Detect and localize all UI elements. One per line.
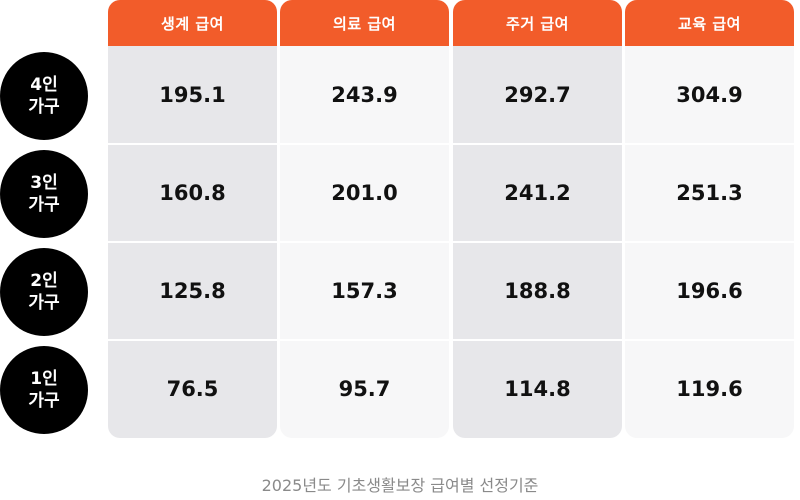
column-header: 교육 급여 <box>625 0 794 46</box>
table-cell: 95.7 <box>338 377 391 401</box>
row-label-2-person: 2인 가구 <box>0 248 88 336</box>
row-divider <box>108 143 794 145</box>
table-cell: 304.9 <box>676 83 743 107</box>
column-livelihood-benefit: 생계 급여 195.1 160.8 125.8 76.5 <box>108 0 277 438</box>
column-housing-benefit: 주거 급여 292.7 241.2 188.8 114.8 <box>453 0 622 438</box>
table-cell: 196.6 <box>676 279 743 303</box>
table-cell: 241.2 <box>504 181 571 205</box>
table-caption: 2025년도 기초생활보장 급여별 선정기준 <box>261 476 539 495</box>
row-label-1-person: 1인 가구 <box>0 346 88 434</box>
table-cell: 292.7 <box>504 83 571 107</box>
table-cell: 119.6 <box>676 377 743 401</box>
column-medical-benefit: 의료 급여 243.9 201.0 157.3 95.7 <box>280 0 449 438</box>
table-cell: 201.0 <box>331 181 398 205</box>
column-header: 생계 급여 <box>108 0 277 46</box>
table-cell: 188.8 <box>504 279 571 303</box>
table-cell: 76.5 <box>166 377 219 401</box>
table-cell: 243.9 <box>331 83 398 107</box>
row-divider <box>108 339 794 341</box>
row-label-4-person: 4인 가구 <box>0 52 88 140</box>
table-cell: 251.3 <box>676 181 743 205</box>
row-divider <box>108 241 794 243</box>
row-label-count: 2인 <box>30 271 58 291</box>
row-label-count: 1인 <box>30 369 58 389</box>
table-cell: 195.1 <box>159 83 226 107</box>
table-cell: 125.8 <box>159 279 226 303</box>
row-label-unit: 가구 <box>28 97 60 117</box>
row-label-unit: 가구 <box>28 391 60 411</box>
row-label-count: 4인 <box>30 75 58 95</box>
table-cell: 160.8 <box>159 181 226 205</box>
table-cell: 157.3 <box>331 279 398 303</box>
row-label-unit: 가구 <box>28 195 60 215</box>
row-label-3-person: 3인 가구 <box>0 150 88 238</box>
row-label-unit: 가구 <box>28 293 60 313</box>
column-header: 의료 급여 <box>280 0 449 46</box>
column-education-benefit: 교육 급여 304.9 251.3 196.6 119.6 <box>625 0 794 438</box>
column-header: 주거 급여 <box>453 0 622 46</box>
row-label-count: 3인 <box>30 173 58 193</box>
table-cell: 114.8 <box>504 377 571 401</box>
